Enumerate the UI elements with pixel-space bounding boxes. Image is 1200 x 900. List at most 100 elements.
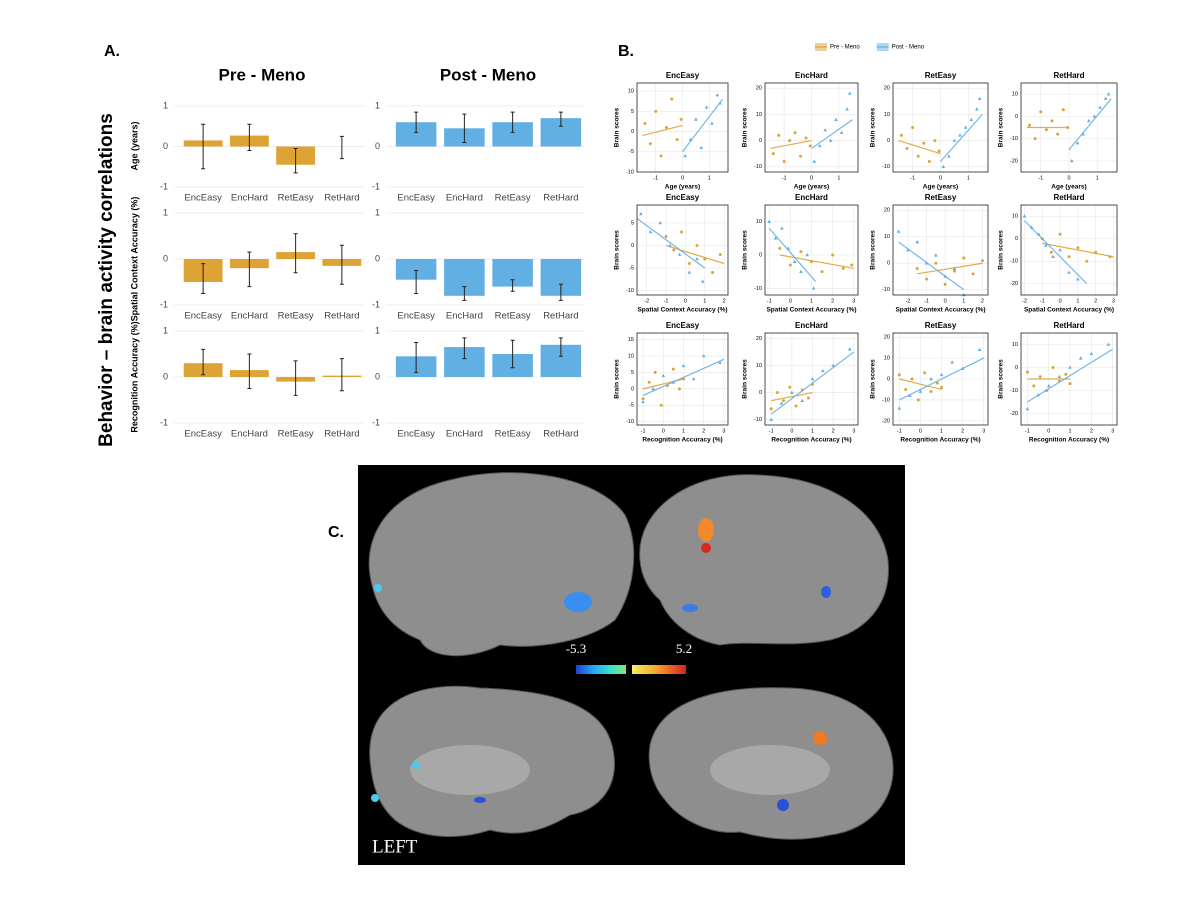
point: [679, 117, 683, 121]
point: [648, 230, 653, 234]
point: [1051, 254, 1055, 259]
x-tick-label: -1: [1040, 298, 1045, 304]
chart-title: RetEasy: [925, 71, 957, 80]
error-bar: [510, 111, 515, 133]
point: [975, 107, 979, 111]
point: [790, 390, 794, 394]
point: [845, 107, 849, 111]
plot-frame: [1020, 332, 1118, 426]
x-tick-label: 2: [832, 428, 835, 434]
chart-title: RetEasy: [925, 193, 957, 202]
x-tick-label: -1: [664, 298, 669, 304]
x-tick-label: 2: [1094, 298, 1097, 304]
point: [905, 146, 909, 150]
point: [780, 226, 784, 230]
error-bar: [201, 263, 206, 294]
point: [897, 373, 901, 377]
chart-title: EncEasy: [666, 321, 700, 330]
point: [788, 385, 792, 389]
brain-lateral-right: [639, 474, 889, 646]
x-tick-label: RetEasy: [495, 193, 531, 204]
error-bar: [339, 358, 344, 392]
point: [947, 154, 951, 158]
activation: [698, 518, 714, 542]
point: [683, 153, 687, 158]
y-tick-label: 0: [1015, 114, 1018, 120]
colorbar-min: -5.3: [566, 641, 587, 656]
x-tick-label: EncEasy: [184, 193, 222, 204]
point: [1067, 270, 1071, 274]
error-bar: [293, 148, 298, 174]
point: [908, 393, 912, 398]
point: [672, 248, 676, 252]
error-bar: [201, 123, 206, 170]
plot-frame: [1020, 82, 1118, 173]
error-bar: [462, 337, 467, 360]
plot-frame: [892, 82, 989, 173]
point: [952, 266, 957, 270]
point: [811, 286, 816, 290]
point: [1038, 375, 1042, 379]
y-tick-label: 0: [631, 243, 634, 249]
column-title: Post - Meno: [440, 65, 536, 84]
point: [718, 360, 722, 364]
plot-area: [1021, 205, 1117, 295]
x-tick-label: -1: [1038, 175, 1043, 181]
y-tick-label: -1: [372, 417, 380, 427]
activation: [813, 731, 827, 745]
x-tick-label: -1: [1025, 428, 1030, 434]
y-tick-label: 1: [163, 325, 168, 335]
point: [1089, 351, 1094, 355]
y-axis-label: Brain scores: [614, 230, 621, 270]
point: [933, 139, 937, 143]
point: [701, 279, 705, 283]
point: [934, 261, 938, 265]
y-tick-label: -10: [754, 164, 762, 170]
point: [939, 372, 944, 377]
x-tick-label: -2: [644, 298, 649, 304]
point: [925, 277, 929, 281]
point: [695, 244, 699, 247]
x-tick-label: 0: [944, 298, 947, 304]
chart-title: RetHard: [1053, 321, 1084, 330]
point: [817, 143, 822, 148]
fit-line: [771, 391, 813, 402]
point: [834, 117, 838, 121]
y-tick-label: -10: [626, 288, 634, 294]
chart-title: EncHard: [795, 321, 828, 330]
point: [929, 377, 933, 381]
y-tick-label: 1: [163, 100, 168, 110]
point: [916, 154, 920, 158]
point: [777, 133, 781, 137]
y-tick-label: 10: [884, 356, 890, 362]
y-tick-label: 0: [759, 390, 762, 396]
x-tick-label: 3: [852, 428, 855, 434]
x-tick-label: -2: [905, 298, 910, 304]
point: [839, 130, 844, 135]
point: [677, 252, 682, 256]
point: [1039, 110, 1043, 114]
plot-frame: [892, 204, 989, 296]
fit-line: [1027, 348, 1114, 403]
x-axis-label: Spatial Context Accuracy (%): [766, 307, 856, 314]
fit-line: [642, 124, 683, 137]
error-bar: [558, 283, 563, 301]
fit-line: [811, 119, 853, 149]
point: [792, 259, 797, 263]
y-tick-label: 0: [375, 371, 380, 381]
x-tick-label: 0: [1059, 298, 1062, 304]
x-tick-label: RetHard: [324, 193, 359, 204]
point: [1086, 118, 1091, 123]
point: [1050, 119, 1054, 123]
row-label: Recognition Accuracy (%): [129, 321, 139, 432]
panel-label: B.: [618, 43, 634, 60]
x-tick-label: RetHard: [543, 429, 578, 440]
activation: [412, 761, 420, 769]
x-tick-label: EncEasy: [397, 429, 435, 440]
view-label: LEFT: [372, 836, 418, 857]
row-label: Spatial Context Accuracy (%): [129, 197, 139, 322]
point: [771, 152, 775, 156]
x-tick-label: EncEasy: [184, 429, 222, 440]
